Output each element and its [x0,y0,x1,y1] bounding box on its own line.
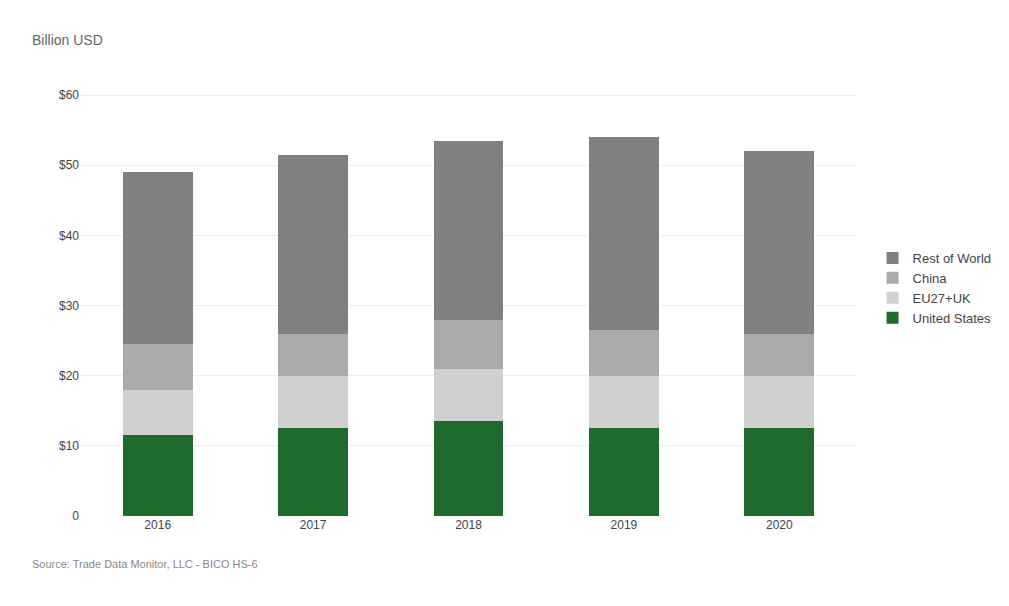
svg-text:$60: $60 [59,88,79,102]
svg-text:2020: 2020 [766,518,793,532]
svg-text:United States: United States [913,311,992,326]
svg-text:Rest of World: Rest of World [913,251,992,266]
svg-text:0: 0 [72,509,79,523]
svg-text:2018: 2018 [455,518,482,532]
svg-text:$30: $30 [59,299,79,313]
svg-text:2019: 2019 [611,518,638,532]
svg-text:$40: $40 [59,229,79,243]
svg-text:$10: $10 [59,439,79,453]
svg-text:China: China [913,271,948,286]
svg-text:Source: Trade Data Monitor, LL: Source: Trade Data Monitor, LLC - BICO H… [32,558,258,570]
svg-text:$50: $50 [59,158,79,172]
svg-text:EU27+UK: EU27+UK [913,291,971,306]
svg-text:$20: $20 [59,369,79,383]
svg-text:2016: 2016 [144,518,171,532]
svg-text:2017: 2017 [300,518,327,532]
svg-text:Billion USD: Billion USD [32,32,103,48]
